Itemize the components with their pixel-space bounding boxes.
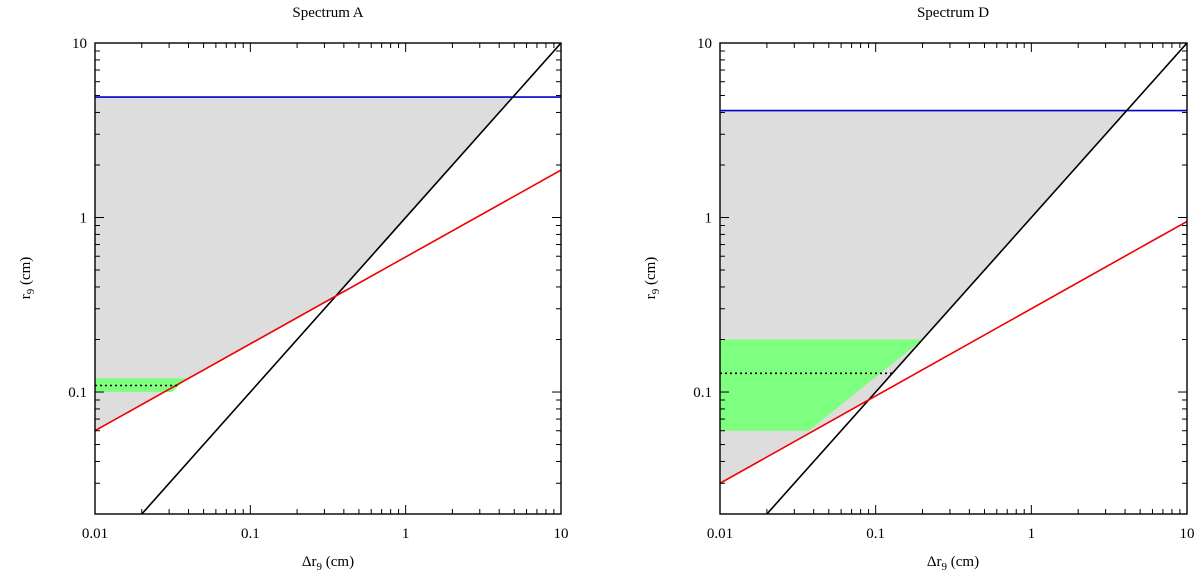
allowed-region <box>95 97 513 431</box>
y-tick-label: 10 <box>697 36 712 52</box>
red-line <box>95 169 561 432</box>
red-line <box>720 220 1187 484</box>
y-axis-label: r9 (cm) <box>18 257 37 300</box>
chart-title: Spectrum A <box>292 5 363 21</box>
y-axis-label: r9 (cm) <box>643 257 662 300</box>
x-axis-label: Δr9 (cm) <box>927 554 979 573</box>
x-tick-label: 1 <box>1028 526 1036 542</box>
y-tick-label: 1 <box>705 211 713 227</box>
plot-area <box>720 43 1187 514</box>
constraint-band <box>720 339 923 431</box>
panel-spectrum-a: Spectrum A Δr9 (cm) r9 (cm) 0.01 0.1 1 10 0.… <box>18 5 569 573</box>
x-tick-label: 0.1 <box>241 526 260 542</box>
ticks <box>719 43 1187 515</box>
x-tick-label: 0.01 <box>82 526 108 542</box>
y-tick-label: 0.1 <box>68 385 87 401</box>
x-tick-label: 10 <box>554 526 569 542</box>
plot-area <box>95 43 561 514</box>
x-axis-label: Δr9 (cm) <box>302 554 354 573</box>
x-tick-label: 0.1 <box>866 526 885 542</box>
y-tick-label: 0.1 <box>693 385 712 401</box>
y-tick-label: 10 <box>72 36 87 52</box>
y-tick-label: 1 <box>80 211 88 227</box>
ticks <box>94 43 561 515</box>
x-tick-label: 1 <box>402 526 410 542</box>
x-tick-label: 0.01 <box>707 526 733 542</box>
plot-frame <box>719 42 1188 515</box>
black-diagonal-line <box>766 43 1187 514</box>
plot-frame <box>94 42 562 515</box>
panel-spectrum-d: Spectrum D Δr9 (cm) r9 (cm) 0.01 0.1 1 10 0.… <box>643 5 1195 573</box>
black-diagonal-line <box>141 43 561 514</box>
chart-title: Spectrum D <box>917 5 989 21</box>
x-tick-label: 10 <box>1180 526 1195 542</box>
